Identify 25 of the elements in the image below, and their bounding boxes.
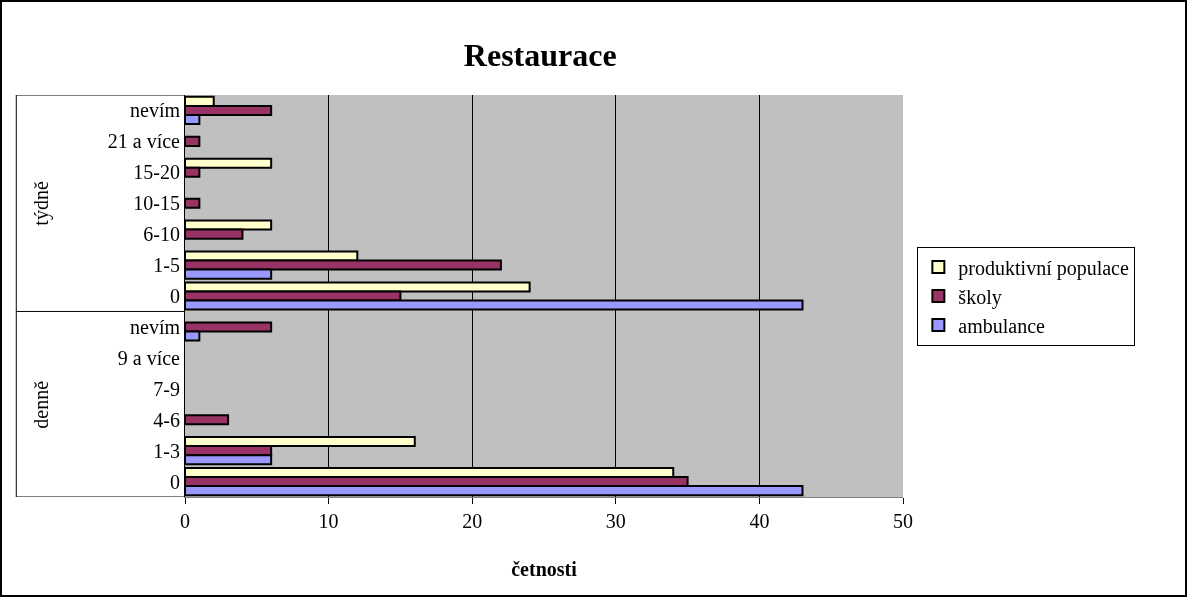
- x-tick-label: 40: [749, 510, 770, 532]
- y-tick-label: 21 a více: [107, 130, 181, 153]
- x-tick-label: 10: [318, 510, 339, 532]
- y-tick-label: 1-3: [153, 439, 180, 462]
- legend-label: školy: [958, 285, 1002, 309]
- y-tick-label: nevím: [130, 99, 181, 122]
- y-tick-label: 6-10: [143, 223, 180, 246]
- y-tick-label: 1-5: [153, 254, 180, 277]
- y-tick-label: 7-9: [153, 377, 180, 400]
- text: denně: [30, 380, 53, 429]
- text: týdně: [30, 181, 54, 226]
- x-tick-label: 20: [462, 510, 483, 532]
- y-tick-label: 0: [170, 285, 180, 307]
- y-tick-label: 9 a více: [117, 346, 181, 369]
- legend-label: ambulance: [958, 314, 1046, 337]
- y-tick-label: 4-6: [153, 408, 180, 431]
- y-tick-label: 0: [170, 470, 180, 493]
- y-tick-label: 10-15: [133, 192, 180, 215]
- x-axis-title: četnosti: [511, 557, 578, 580]
- x-tick-label: 50: [893, 510, 913, 532]
- y-tick-label: 15-20: [133, 161, 180, 184]
- x-tick-label: 30: [605, 510, 626, 532]
- y-tick-label: nevím: [130, 315, 181, 338]
- legend-label: produktivní populace: [958, 256, 1129, 280]
- chart-title: Restaurace: [463, 36, 617, 73]
